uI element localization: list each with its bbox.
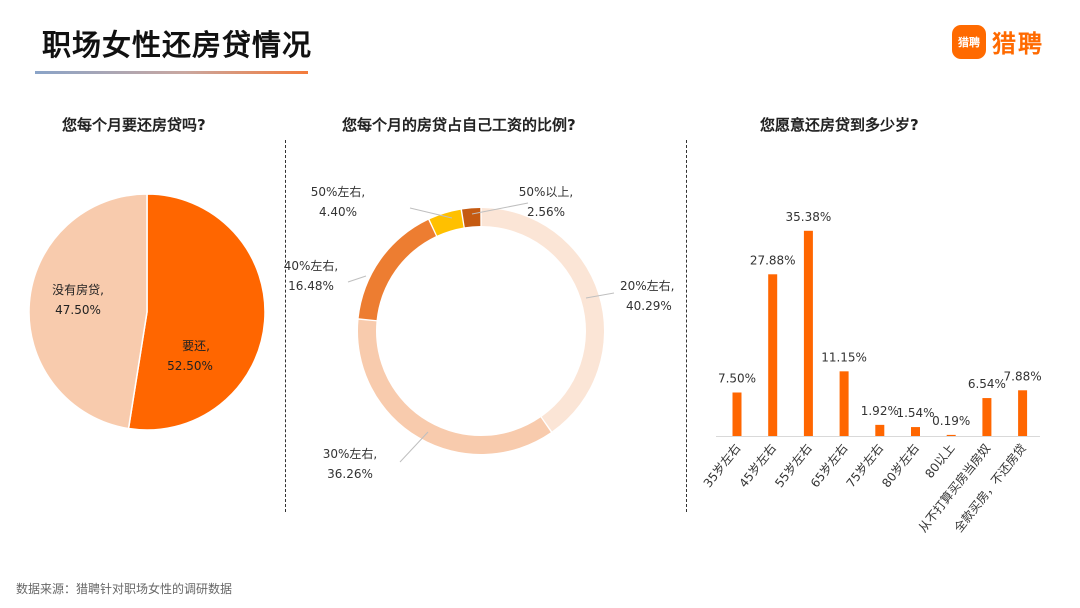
- donut-label-value-1: 40.29%: [626, 299, 672, 313]
- donut-leader-line-1: [585, 292, 615, 299]
- donut-leader-line-5: [471, 202, 529, 215]
- donut-label-name-4: 50%左右,: [311, 184, 366, 199]
- liepin-logo: 猎聘 猎聘: [952, 24, 1044, 59]
- pie-label-value-2: 47.50%: [55, 303, 101, 317]
- donut-label-name-5: 50%以上,: [519, 185, 574, 199]
- pie-label-name-2: 没有房贷,: [52, 282, 104, 297]
- donut-label-value-2: 36.26%: [327, 467, 373, 481]
- bar-5: [875, 424, 885, 436]
- bar-7: [946, 434, 956, 436]
- donut-label-name-2: 30%左右,: [323, 446, 378, 461]
- divider-left: [285, 140, 286, 512]
- pie-chart-title: 您每个月要还房贷吗?: [62, 116, 206, 134]
- donut-chart-title: 您每个月的房贷占自己工资的比例?: [342, 116, 576, 134]
- divider-right: [686, 140, 687, 512]
- bar-9: [1018, 390, 1028, 436]
- liepin-logo-text: 猎聘: [992, 30, 1044, 58]
- bar-chart-title: 您愿意还房贷到多少岁?: [760, 116, 919, 134]
- pie-label-value-1: 52.50%: [167, 359, 213, 373]
- bar-2: [768, 274, 778, 436]
- page-title: 职场女性还房贷情况: [42, 28, 313, 62]
- donut-leader-line-3: [347, 275, 367, 283]
- bar-value-label-2: 27.88%: [750, 253, 796, 267]
- donut-label-name-1: 20%左右,: [620, 278, 675, 293]
- bar-category-label-6: 80岁左右: [878, 441, 921, 491]
- bar-value-label-4: 11.15%: [821, 350, 867, 364]
- bar-4: [839, 371, 849, 436]
- donut-label-value-3: 16.48%: [288, 279, 334, 293]
- donut-slice-4: [429, 209, 464, 236]
- bar-value-label-6: 1.54%: [896, 406, 934, 420]
- pie-slice-2: [28, 193, 148, 430]
- pie-slice-1: [127, 193, 266, 431]
- pie-label-name-1: 要还,: [182, 339, 210, 353]
- data-source-footnote: 数据来源：猎聘针对职场女性的调研数据: [16, 582, 233, 596]
- bar-value-label-1: 7.50%: [718, 372, 756, 386]
- bar-6: [911, 427, 920, 436]
- donut-slice-2: [358, 319, 551, 454]
- donut-slice-5: [462, 208, 481, 228]
- donut-slice-3: [358, 219, 436, 321]
- bar-3: [803, 230, 813, 436]
- liepin-logo-icon: 猎聘: [952, 24, 986, 59]
- donut-label-value-5: 2.56%: [527, 205, 565, 219]
- donut-leader-line-4: [409, 207, 453, 219]
- title-underline: [35, 71, 308, 74]
- bar-1: [732, 392, 742, 436]
- bar-value-label-3: 35.38%: [786, 210, 832, 224]
- bar-value-label-8: 6.54%: [968, 377, 1006, 391]
- donut-leader-line-2: [399, 431, 429, 463]
- donut-label-name-3: 40%左右,: [284, 258, 339, 273]
- donut-label-value-4: 4.40%: [319, 205, 357, 219]
- donut-slice-1: [481, 208, 604, 432]
- bar-value-label-7: 0.19%: [932, 414, 970, 428]
- bar-8: [982, 398, 992, 436]
- bar-value-label-9: 7.88%: [1004, 369, 1042, 383]
- bar-value-label-5: 1.92%: [861, 404, 899, 418]
- bar-category-label-7: 80以上: [922, 441, 957, 481]
